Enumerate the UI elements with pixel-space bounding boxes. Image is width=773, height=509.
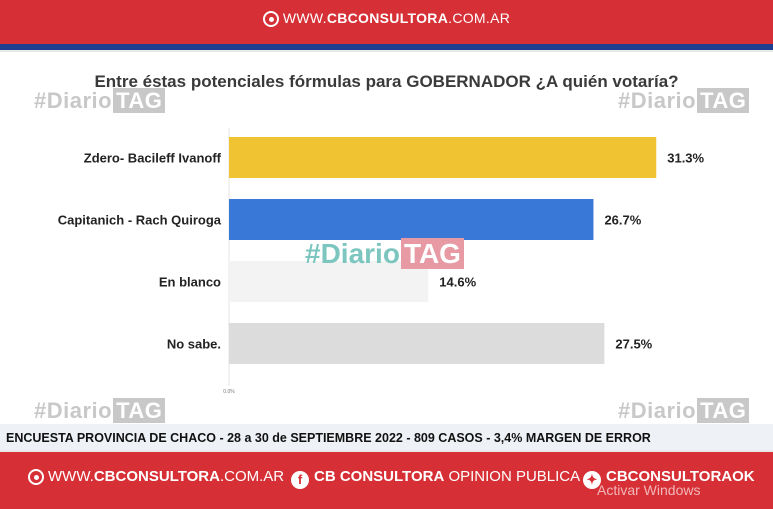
chart-title: Entre éstas potenciales fórmulas para GO… bbox=[94, 72, 679, 91]
category-label-2: En blanco bbox=[159, 275, 221, 290]
bar-2 bbox=[229, 261, 429, 302]
top-brand: WWW.CBCONSULTORA.COM.AR bbox=[0, 10, 773, 27]
facebook-icon: f bbox=[291, 471, 309, 489]
value-label-3: 27.5% bbox=[615, 337, 652, 352]
survey-info: ENCUESTA PROVINCIA DE CHACO - 28 a 30 de… bbox=[6, 431, 651, 445]
top-banner bbox=[0, 0, 773, 44]
top-banner-divider bbox=[0, 50, 773, 52]
top-brand-web: WWW. bbox=[282, 10, 327, 26]
bottom-divider bbox=[0, 450, 773, 453]
value-label-0: 31.3% bbox=[667, 151, 704, 166]
twitter-icon: ✦ bbox=[583, 471, 601, 489]
windows-activation-notice: Activar Windows bbox=[597, 482, 701, 498]
bar-0 bbox=[229, 137, 657, 178]
value-label-2: 14.6% bbox=[439, 275, 476, 290]
bottom-website: WWW.CBCONSULTORA.COM.AR bbox=[28, 468, 284, 485]
value-label-1: 26.7% bbox=[604, 213, 641, 228]
bottom-facebook: f CB CONSULTORA OPINION PUBLICA bbox=[291, 468, 580, 489]
top-brand-domain: .COM.AR bbox=[448, 10, 511, 26]
category-label-0: Zdero- Bacileff Ivanoff bbox=[84, 151, 222, 166]
category-label-3: No sabe. bbox=[167, 337, 221, 352]
bar-1 bbox=[229, 199, 594, 240]
category-label-1: Capitanich - Rach Quiroga bbox=[58, 213, 222, 228]
watermark-top-left: #Diario TAG bbox=[34, 88, 166, 114]
footer-band bbox=[0, 424, 773, 450]
bottom-twitter: ✦ CBCONSULTORAOK bbox=[583, 468, 755, 489]
watermark-bottom-right: #Diario TAG bbox=[618, 398, 750, 424]
x-tick-label: 0.0% bbox=[223, 389, 235, 395]
watermark-center: #Diario TAG bbox=[305, 238, 464, 270]
watermark-top-right: #Diario TAG bbox=[618, 88, 750, 114]
top-banner-stripe bbox=[0, 44, 773, 50]
bar-3 bbox=[229, 323, 605, 364]
top-brand-name: CBCONSULTORA bbox=[326, 10, 449, 26]
bottom-banner bbox=[0, 452, 773, 509]
watermark-bottom-left: #Diario TAG bbox=[34, 398, 166, 424]
cursor-logo-icon bbox=[28, 469, 44, 485]
cursor-logo-icon bbox=[262, 11, 279, 27]
